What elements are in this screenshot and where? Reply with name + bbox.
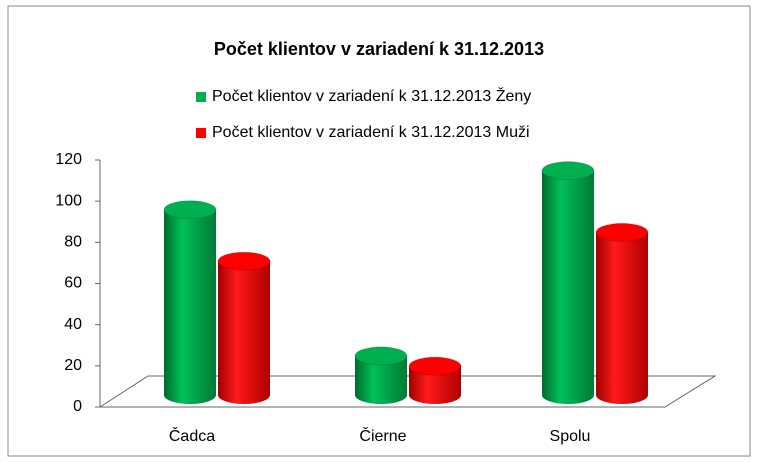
x-tick-label: Čierne [359, 426, 406, 445]
x-tick-label: Čadca [169, 426, 215, 445]
cylinder-part [355, 355, 407, 404]
cylinder [595, 222, 649, 404]
y-tick-label: 0 [73, 398, 82, 415]
cylinder-part [409, 366, 461, 404]
y-tick-label: 120 [55, 151, 82, 168]
cylinder [163, 200, 217, 404]
legend-label: Počet klientov v zariadení k 31.12.2013 … [212, 86, 531, 105]
x-tick-label: Spolu [550, 428, 591, 445]
cylinder [541, 161, 595, 404]
legend-swatch [196, 92, 206, 102]
floor [98, 375, 717, 408]
cylinder-part [164, 209, 216, 404]
cylinder-part [218, 261, 270, 404]
y-tick-label: 100 [55, 192, 82, 209]
cylinder [354, 346, 408, 404]
legend-label: Počet klientov v zariadení k 31.12.2013 … [212, 124, 530, 141]
cylinder [217, 251, 271, 404]
y-tick-label: 80 [64, 234, 82, 251]
cylinder-part [217, 251, 271, 271]
y-tick-label: 20 [64, 357, 82, 374]
cylinder-part [596, 232, 648, 404]
cylinder-part [354, 346, 408, 366]
cylinder-part [542, 170, 594, 404]
y-tick-label: 60 [64, 275, 82, 292]
cylinder-part [163, 200, 217, 220]
legend-swatch [196, 128, 206, 138]
cylinder-part [408, 356, 462, 376]
chart-title: Počet klientov v zariadení k 31.12.2013 [214, 39, 544, 59]
cylinder-part [595, 222, 649, 242]
cylinder [408, 356, 462, 404]
cylinder-part [541, 161, 595, 181]
y-tick-label: 40 [64, 316, 82, 333]
